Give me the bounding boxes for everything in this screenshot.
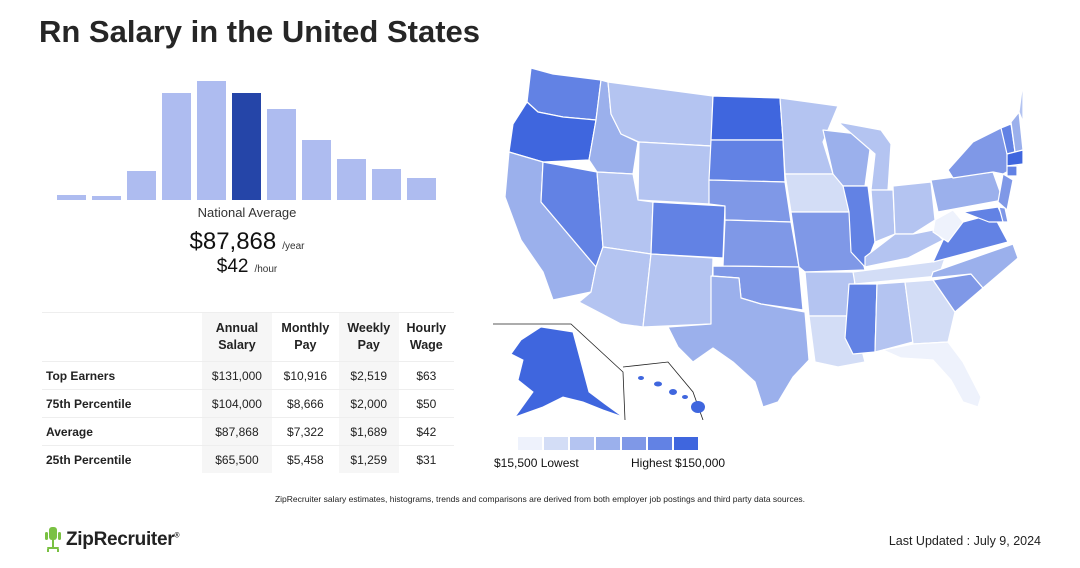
cell-annual: $87,868 — [202, 417, 272, 446]
cell-annual: $104,000 — [202, 389, 272, 418]
state-ak — [510, 326, 624, 419]
state-ks — [722, 219, 800, 268]
state-nj — [997, 173, 1014, 211]
last-updated: Last Updated : July 9, 2024 — [888, 534, 1041, 548]
map-legend — [518, 437, 698, 450]
state-ma — [1006, 149, 1023, 167]
hourly-unit: /hour — [254, 264, 278, 275]
salary-histogram — [54, 76, 440, 200]
national-average-annual: $87,868/year — [147, 228, 347, 256]
row-label: Average — [42, 417, 202, 446]
state-sd — [708, 139, 786, 183]
state-al — [874, 281, 914, 353]
state-nd — [710, 95, 784, 141]
state-ga — [904, 279, 956, 345]
histogram-bar — [302, 140, 331, 200]
table-header-weekly: Weekly Pay — [338, 312, 399, 362]
histogram-bar — [372, 169, 401, 200]
state-ms — [844, 283, 878, 355]
histogram-bar — [127, 171, 156, 200]
legend-swatch — [518, 437, 542, 450]
legend-swatch — [648, 437, 672, 450]
cell-hourly: $31 — [398, 445, 454, 473]
state-mo — [790, 211, 866, 273]
table-header-blank — [42, 312, 202, 362]
cell-monthly: $5,458 — [271, 445, 339, 473]
state-az — [578, 246, 652, 328]
state-wy — [637, 141, 712, 205]
table-header-row: Annual Salary Monthly Pay Weekly Pay Hourly… — [42, 312, 454, 362]
table-row: Top Earners $131,000 $10,916 $2,519 $63 — [42, 361, 454, 390]
state-wv — [932, 209, 964, 243]
annual-unit: /year — [282, 241, 305, 252]
table-header-hourly: Hourly Wage — [398, 312, 454, 362]
state-in — [870, 189, 896, 243]
cell-annual: $131,000 — [202, 361, 272, 390]
cell-annual: $65,500 — [202, 445, 272, 473]
hourly-wage-value: $42 — [216, 256, 249, 277]
alaska-inset-border — [493, 323, 626, 420]
legend-swatch — [622, 437, 646, 450]
cell-monthly: $10,916 — [271, 361, 339, 390]
data-source-footnote: ZipRecruiter salary estimates, histogram… — [274, 494, 806, 504]
legend-low-label: $15,500 Lowest — [494, 456, 579, 470]
state-fl — [882, 341, 982, 408]
histogram-bar — [162, 93, 191, 200]
histogram-bar — [57, 195, 86, 200]
ziprecruiter-chair-icon — [45, 527, 61, 552]
table-header-annual: Annual Salary — [202, 312, 272, 362]
legend-swatch — [674, 437, 698, 450]
state-pa — [930, 171, 1004, 213]
cell-weekly: $2,519 — [338, 361, 399, 390]
cell-weekly: $1,689 — [338, 417, 399, 446]
national-average-label: National Average — [197, 205, 297, 220]
table-row: 25th Percentile $65,500 $5,458 $1,259 $3… — [42, 445, 454, 473]
row-label: 75th Percentile — [42, 389, 202, 418]
cell-monthly: $8,666 — [271, 389, 339, 418]
histogram-bar-national-average — [232, 93, 261, 200]
us-salary-map — [493, 67, 1023, 420]
histogram-bar — [267, 109, 296, 200]
state-me — [1018, 81, 1023, 123]
brand-name: ZipRecruiter® — [66, 529, 180, 550]
cell-hourly: $42 — [398, 417, 454, 446]
legend-high-label: Highest $150,000 — [631, 456, 726, 470]
state-de — [998, 206, 1009, 223]
salary-table: Annual Salary Monthly Pay Weekly Pay Hourly… — [42, 312, 454, 473]
hawaii-inset-border — [622, 361, 704, 420]
legend-swatch — [596, 437, 620, 450]
state-tn — [852, 257, 946, 285]
table-header-monthly: Monthly Pay — [271, 312, 339, 362]
page-title: Rn Salary in the United States — [39, 14, 480, 49]
ziprecruiter-logo[interactable]: ZipRecruiter® — [44, 527, 179, 553]
table-row: 75th Percentile $104,000 $8,666 $2,000 $… — [42, 389, 454, 418]
state-ct — [1006, 165, 1018, 177]
state-oh — [892, 181, 936, 235]
histogram-bar — [197, 81, 226, 200]
state-nh — [1010, 111, 1023, 153]
state-nm — [642, 253, 714, 328]
annual-salary-value: $87,868 — [189, 228, 277, 255]
histogram-bar — [92, 196, 121, 200]
cell-monthly: $7,322 — [271, 417, 339, 446]
state-nc — [930, 243, 1019, 289]
row-label: Top Earners — [42, 361, 202, 390]
legend-swatch — [544, 437, 568, 450]
row-label: 25th Percentile — [42, 445, 202, 473]
state-hi — [638, 376, 705, 413]
cell-weekly: $2,000 — [338, 389, 399, 418]
cell-hourly: $50 — [398, 389, 454, 418]
legend-swatch — [570, 437, 594, 450]
histogram-bar — [337, 159, 366, 200]
table-row: Average $87,868 $7,322 $1,689 $42 — [42, 417, 454, 446]
state-co — [650, 201, 726, 259]
cell-hourly: $63 — [398, 361, 454, 390]
histogram-bar — [407, 178, 436, 200]
cell-weekly: $1,259 — [338, 445, 399, 473]
national-average-hourly: $42/hour — [147, 256, 347, 278]
state-tx — [667, 275, 810, 408]
